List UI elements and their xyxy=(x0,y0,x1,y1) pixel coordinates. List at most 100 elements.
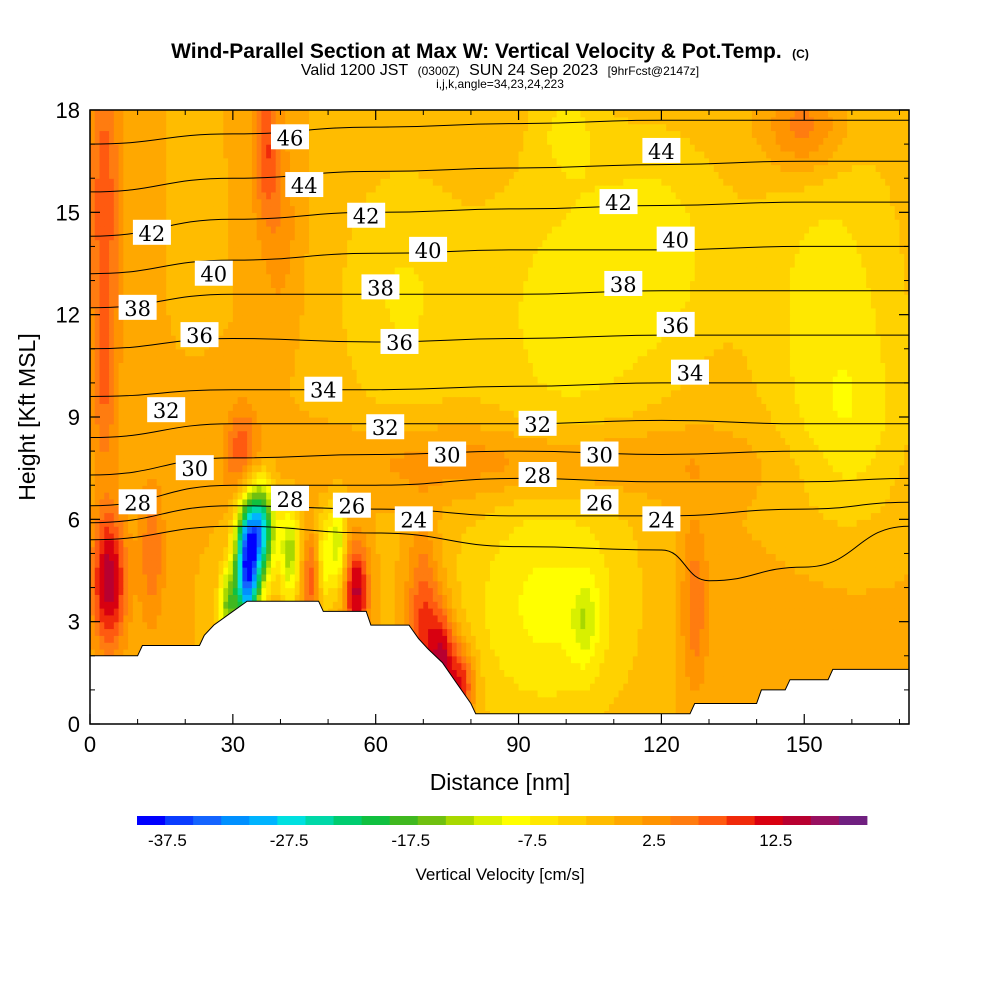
field-cell xyxy=(180,614,186,623)
field-cell xyxy=(128,553,134,561)
field-cell xyxy=(194,580,201,589)
field-cell xyxy=(847,573,853,582)
field-cell xyxy=(618,648,624,657)
field-cell xyxy=(613,628,620,636)
field-cell xyxy=(370,560,377,568)
field-cell xyxy=(885,601,891,609)
field-cell xyxy=(475,642,482,650)
field-cell xyxy=(299,539,305,548)
field-cell xyxy=(294,526,301,534)
field-cell xyxy=(732,608,739,616)
field-cell xyxy=(761,601,767,609)
field-cell xyxy=(128,601,134,609)
field-cell xyxy=(242,594,248,602)
field-cell xyxy=(623,628,629,636)
field-cell xyxy=(418,573,424,582)
field-cell xyxy=(799,669,805,677)
field-cell xyxy=(185,560,191,568)
field-cell xyxy=(609,546,615,555)
field-cell xyxy=(589,560,596,568)
field-cell xyxy=(318,532,324,541)
field-cell xyxy=(170,594,177,602)
field-cell xyxy=(242,546,248,555)
field-cell xyxy=(109,648,115,657)
field-cell xyxy=(318,580,324,589)
field-cell xyxy=(575,608,582,616)
field-cell xyxy=(842,539,848,548)
field-cell xyxy=(585,696,591,705)
field-cell xyxy=(532,587,539,595)
field-cell xyxy=(861,553,867,561)
field-cell xyxy=(599,621,605,630)
field-cell xyxy=(618,546,624,555)
field-cell xyxy=(609,580,615,589)
field-cell xyxy=(666,635,672,643)
field-cell xyxy=(851,580,858,589)
field-cell xyxy=(689,662,696,671)
field-cell xyxy=(428,628,434,636)
field-cell xyxy=(156,546,163,555)
field-cell xyxy=(556,683,562,691)
field-cell xyxy=(804,526,810,534)
field-cell xyxy=(856,573,862,582)
field-cell xyxy=(723,573,729,582)
field-cell xyxy=(370,546,377,555)
field-cell xyxy=(775,560,782,568)
field-cell xyxy=(694,696,701,705)
field-cell xyxy=(151,553,158,561)
field-cell xyxy=(623,683,629,691)
field-cell xyxy=(170,608,177,616)
field-cell xyxy=(632,532,639,541)
field-cell xyxy=(609,669,615,677)
field-cell xyxy=(618,539,624,548)
field-cell xyxy=(132,539,139,548)
field-cell xyxy=(794,648,801,657)
field-cell xyxy=(266,539,272,548)
field-cell xyxy=(599,608,605,616)
field-cell xyxy=(151,628,158,636)
field-cell xyxy=(585,662,591,671)
field-cell xyxy=(470,601,477,609)
field-cell xyxy=(632,696,639,705)
field-cell xyxy=(675,532,682,541)
field-cell xyxy=(732,553,739,561)
field-cell xyxy=(789,539,796,548)
field-cell xyxy=(789,669,796,677)
field-cell xyxy=(309,567,315,575)
field-cell xyxy=(604,546,610,555)
field-cell xyxy=(851,601,858,609)
field-cell xyxy=(494,669,501,677)
field-cell xyxy=(504,580,510,589)
field-cell xyxy=(289,594,296,602)
field-cell xyxy=(666,573,672,582)
field-cell xyxy=(499,642,505,650)
field-cell xyxy=(780,539,786,548)
field-cell xyxy=(394,539,401,548)
field-cell xyxy=(370,567,377,575)
field-cell xyxy=(666,655,672,664)
field-cell xyxy=(180,580,186,589)
field-cell xyxy=(894,587,901,595)
field-cell xyxy=(794,655,801,664)
field-cell xyxy=(237,580,243,589)
field-cell xyxy=(385,601,391,609)
field-cell xyxy=(90,594,96,602)
field-cell xyxy=(866,594,872,602)
field-cell xyxy=(185,580,191,589)
field-cell xyxy=(523,614,529,623)
field-cell xyxy=(118,553,124,561)
field-cell xyxy=(670,573,677,582)
field-cell xyxy=(851,608,858,616)
field-cell xyxy=(423,587,429,595)
field-cell xyxy=(609,642,615,650)
field-cell xyxy=(766,560,772,568)
field-cell xyxy=(499,655,505,664)
field-cell xyxy=(675,608,682,616)
field-cell xyxy=(804,669,810,677)
field-cell xyxy=(742,539,748,548)
field-cell xyxy=(299,594,305,602)
field-cell xyxy=(794,614,801,623)
field-cell xyxy=(632,614,639,623)
field-cell xyxy=(780,635,786,643)
field-cell xyxy=(561,560,567,568)
